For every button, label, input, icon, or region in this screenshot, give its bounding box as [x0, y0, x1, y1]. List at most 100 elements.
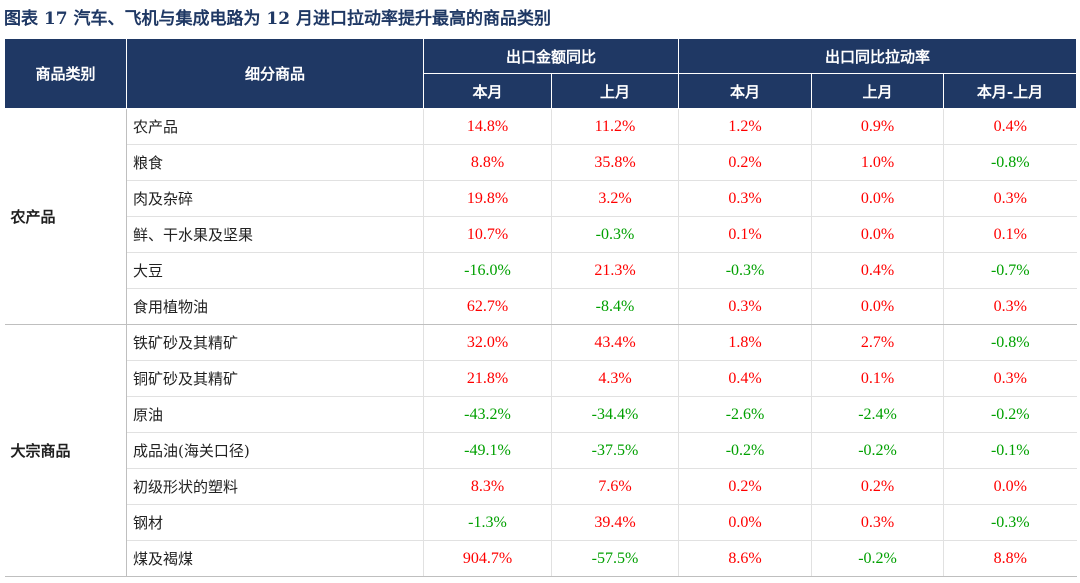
value-cell: 10.7%	[423, 216, 552, 253]
value-cell: 0.0%	[678, 504, 813, 541]
subcategory-cell: 食用植物油	[126, 288, 424, 325]
table-row: 钢材 -1.3% 39.4% 0.0% 0.3% -0.3%	[5, 504, 1077, 541]
table-row: 粮食 8.8% 35.8% 0.2% 1.0% -0.8%	[5, 144, 1077, 181]
header-subcategory: 细分商品	[126, 38, 424, 109]
subcategory-cell: 农产品	[126, 108, 424, 145]
value-cell: -1.3%	[423, 504, 552, 541]
value-cell: 35.8%	[551, 144, 680, 181]
value-cell: -0.2%	[811, 432, 945, 469]
subcategory-cell: 肉及杂碎	[126, 180, 424, 217]
value-cell: 0.1%	[811, 360, 945, 397]
value-cell: 0.3%	[811, 504, 945, 541]
value-cell: -49.1%	[423, 432, 552, 469]
table-row: 初级形状的塑料 8.3% 7.6% 0.2% 0.2% 0.0%	[5, 468, 1077, 505]
header-col-last-month: 上月	[811, 73, 945, 109]
value-cell: 14.8%	[423, 108, 552, 145]
value-cell: -0.3%	[551, 216, 680, 253]
header-export-yoy: 出口金额同比	[422, 38, 680, 74]
value-cell: 0.4%	[678, 360, 813, 397]
value-cell: 8.3%	[423, 468, 552, 505]
value-cell: 0.0%	[811, 288, 945, 325]
value-cell: 0.1%	[678, 216, 813, 253]
value-cell: 0.3%	[943, 360, 1077, 397]
value-cell: 19.8%	[423, 180, 552, 217]
value-cell: -0.8%	[943, 144, 1077, 181]
commodity-table: 商品类别 细分商品 出口金额同比 出口同比拉动率 本月 上月 本月 上月 本月-…	[4, 38, 1078, 577]
value-cell: -2.6%	[678, 396, 813, 433]
subcategory-cell: 鲜、干水果及坚果	[126, 216, 424, 253]
table-row: 食用植物油 62.7% -8.4% 0.3% 0.0% 0.3%	[5, 288, 1077, 325]
value-cell: -2.4%	[811, 396, 945, 433]
value-cell: 4.3%	[551, 360, 680, 397]
header-col-this-month: 本月	[423, 73, 552, 109]
header-col-diff: 本月-上月	[943, 73, 1078, 109]
category-cell: 大宗商品	[4, 324, 127, 577]
value-cell: 904.7%	[423, 540, 552, 577]
header-export-contribution: 出口同比拉动率	[678, 38, 1078, 74]
figure-title: 图表 17 汽车、飞机与集成电路为 12 月进口拉动率提升最高的商品类别	[4, 9, 551, 29]
value-cell: 8.6%	[678, 540, 813, 577]
value-cell: -16.0%	[423, 252, 552, 289]
value-cell: 3.2%	[551, 180, 680, 217]
value-cell: 1.0%	[811, 144, 945, 181]
subcategory-cell: 大豆	[126, 252, 424, 289]
value-cell: 11.2%	[551, 108, 680, 145]
value-cell: -8.4%	[551, 288, 680, 325]
value-cell: 8.8%	[423, 144, 552, 181]
header-category: 商品类别	[4, 38, 127, 109]
table-row: 农产品 农产品 14.8% 11.2% 1.2% 0.9% 0.4%	[4, 108, 1077, 325]
value-cell: 0.0%	[943, 468, 1077, 505]
value-cell: 0.1%	[943, 216, 1077, 253]
table-body: 农产品 农产品 14.8% 11.2% 1.2% 0.9% 0.4% 粮食 8.8% 35.8% 0…	[4, 108, 1077, 577]
value-cell: -0.2%	[811, 540, 945, 577]
table-row: 大豆 -16.0% 21.3% -0.3% 0.4% -0.7%	[5, 252, 1077, 289]
value-cell: -0.2%	[678, 432, 813, 469]
value-cell: -34.4%	[551, 396, 680, 433]
value-cell: 0.2%	[678, 468, 813, 505]
value-cell: -0.1%	[943, 432, 1077, 469]
table-row: 铜矿砂及其精矿 21.8% 4.3% 0.4% 0.1% 0.3%	[5, 360, 1077, 397]
subcategory-cell: 铁矿砂及其精矿	[126, 324, 424, 361]
value-cell: 0.4%	[811, 252, 945, 289]
value-cell: -0.3%	[943, 504, 1077, 541]
value-cell: -0.2%	[943, 396, 1077, 433]
value-cell: 0.3%	[943, 180, 1077, 217]
subcategory-cell: 原油	[126, 396, 424, 433]
value-cell: -0.7%	[943, 252, 1077, 289]
table-row: 煤及褐煤 904.7% -57.5% 8.6% -0.2% 8.8%	[5, 540, 1077, 577]
subcategory-cell: 钢材	[126, 504, 424, 541]
value-cell: 0.9%	[811, 108, 945, 145]
header-col-last-month: 上月	[550, 73, 680, 109]
value-cell: -0.3%	[678, 252, 813, 289]
value-cell: 0.2%	[811, 468, 945, 505]
value-cell: 21.3%	[551, 252, 680, 289]
value-cell: -43.2%	[423, 396, 552, 433]
table-row: 原油 -43.2% -34.4% -2.6% -2.4% -0.2%	[5, 396, 1077, 433]
value-cell: 32.0%	[423, 324, 552, 361]
value-cell: 62.7%	[423, 288, 552, 325]
subcategory-cell: 粮食	[126, 144, 424, 181]
value-cell: -37.5%	[551, 432, 680, 469]
value-cell: -57.5%	[551, 540, 680, 577]
subcategory-cell: 铜矿砂及其精矿	[126, 360, 424, 397]
value-cell: 1.8%	[678, 324, 813, 361]
category-cell: 农产品	[4, 108, 127, 325]
table-row: 肉及杂碎 19.8% 3.2% 0.3% 0.0% 0.3%	[5, 180, 1077, 217]
value-cell: 39.4%	[551, 504, 680, 541]
value-cell: 0.0%	[811, 180, 945, 217]
table-row: 鲜、干水果及坚果 10.7% -0.3% 0.1% 0.0% 0.1%	[5, 216, 1077, 253]
value-cell: 21.8%	[423, 360, 552, 397]
value-cell: 0.3%	[678, 180, 813, 217]
subcategory-cell: 成品油(海关口径)	[126, 432, 424, 469]
value-cell: 0.2%	[678, 144, 813, 181]
value-cell: 1.2%	[678, 108, 813, 145]
value-cell: 8.8%	[943, 540, 1077, 577]
header-col-this-month: 本月	[678, 73, 813, 109]
value-cell: 0.3%	[678, 288, 813, 325]
value-cell: 0.0%	[811, 216, 945, 253]
subcategory-cell: 初级形状的塑料	[126, 468, 424, 505]
table-row: 成品油(海关口径) -49.1% -37.5% -0.2% -0.2% -0.1%	[5, 432, 1077, 469]
value-cell: 0.4%	[943, 108, 1077, 145]
subcategory-cell: 煤及褐煤	[126, 540, 424, 577]
value-cell: 0.3%	[943, 288, 1077, 325]
